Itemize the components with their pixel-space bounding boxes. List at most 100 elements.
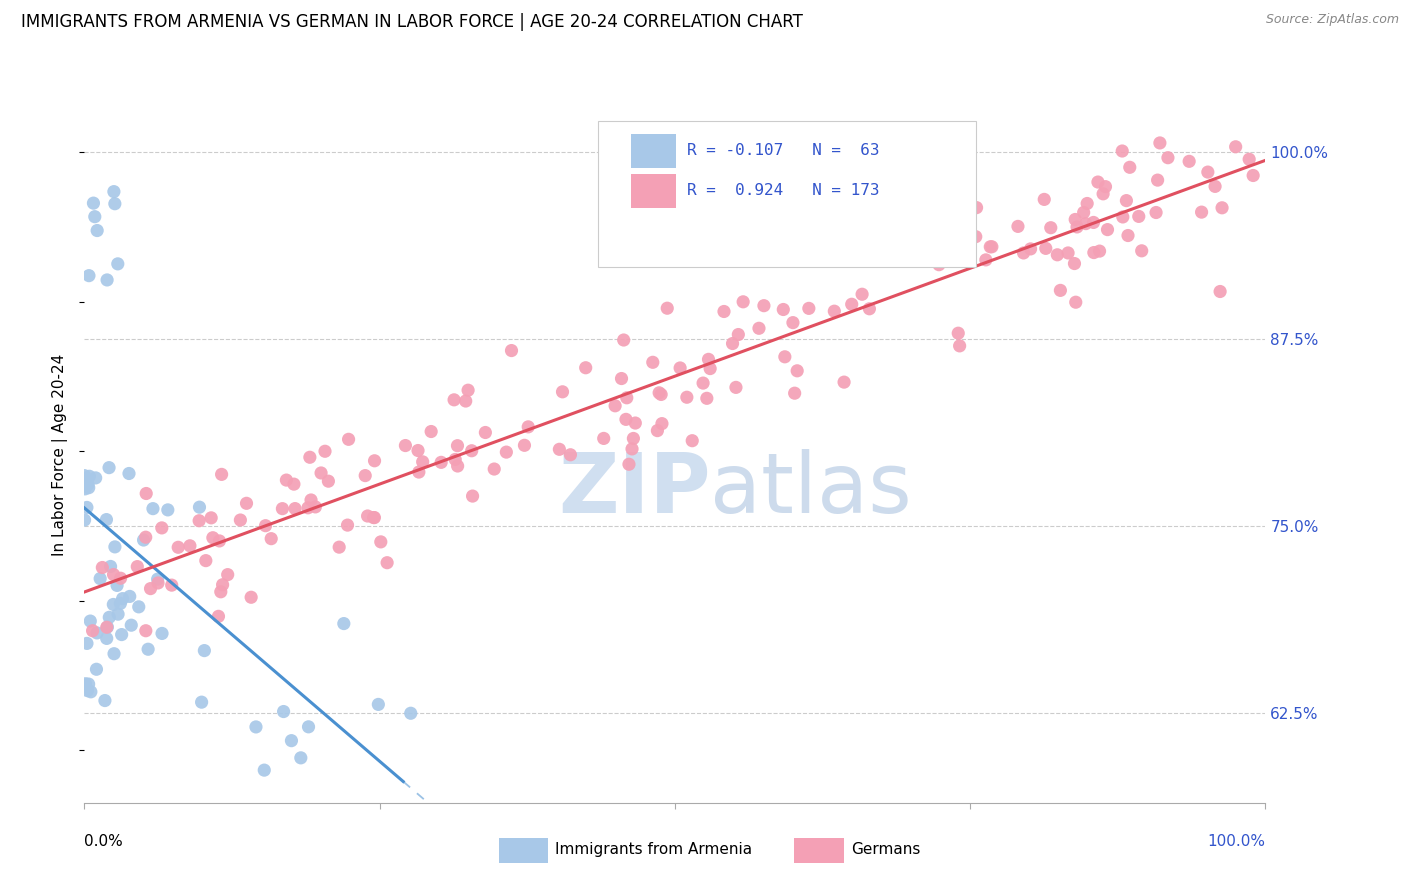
- Point: [79, 469, 101, 483]
- Point: [240, 591, 263, 605]
- Point: [841, 297, 863, 311]
- FancyBboxPatch shape: [598, 121, 976, 267]
- Point: [1019, 242, 1042, 256]
- Point: [84, 471, 107, 485]
- Point: [721, 336, 744, 351]
- Point: [443, 392, 465, 407]
- Point: [363, 454, 385, 468]
- Point: [517, 420, 540, 434]
- Point: [832, 375, 855, 389]
- Point: [1211, 201, 1233, 215]
- Point: [89, 572, 111, 586]
- Point: [200, 511, 222, 525]
- Point: [211, 467, 233, 482]
- Point: [621, 442, 644, 456]
- Point: [103, 185, 125, 199]
- Point: [748, 321, 770, 335]
- Point: [211, 578, 233, 592]
- Point: [979, 240, 1001, 254]
- Point: [797, 301, 820, 316]
- Point: [613, 333, 636, 347]
- Point: [647, 424, 669, 438]
- Point: [1146, 173, 1168, 187]
- Point: [156, 503, 179, 517]
- Text: 100.0%: 100.0%: [1208, 834, 1265, 849]
- Point: [283, 477, 305, 491]
- Point: [1066, 219, 1088, 234]
- Point: [370, 534, 392, 549]
- Point: [245, 720, 267, 734]
- Point: [73, 513, 96, 527]
- Point: [457, 383, 479, 397]
- Point: [454, 394, 477, 409]
- Point: [1119, 161, 1142, 175]
- Point: [110, 597, 132, 611]
- Point: [193, 643, 215, 657]
- Text: R = -0.107   N =  63: R = -0.107 N = 63: [686, 144, 879, 159]
- Point: [297, 500, 319, 515]
- Point: [460, 443, 482, 458]
- Point: [91, 560, 114, 574]
- Point: [299, 493, 322, 508]
- Point: [318, 474, 340, 488]
- Point: [406, 443, 429, 458]
- Point: [858, 301, 880, 316]
- Point: [966, 201, 988, 215]
- Point: [1073, 205, 1095, 219]
- Y-axis label: In Labor Force | Age 20-24: In Labor Force | Age 20-24: [52, 354, 69, 556]
- Point: [614, 412, 637, 426]
- Point: [94, 693, 117, 707]
- Point: [76, 636, 98, 650]
- Point: [135, 530, 157, 544]
- Point: [260, 532, 283, 546]
- Point: [103, 598, 125, 612]
- Point: [1083, 215, 1105, 229]
- Point: [367, 698, 389, 712]
- Point: [783, 386, 806, 401]
- Text: IMMIGRANTS FROM ARMENIA VS GERMAN IN LABOR FORCE | AGE 20-24 CORRELATION CHART: IMMIGRANTS FROM ARMENIA VS GERMAN IN LAB…: [21, 13, 803, 31]
- Point: [77, 677, 100, 691]
- Point: [616, 391, 638, 405]
- Point: [217, 567, 239, 582]
- Point: [949, 339, 972, 353]
- Point: [375, 556, 398, 570]
- Point: [727, 327, 749, 342]
- Point: [1007, 219, 1029, 234]
- Point: [75, 677, 97, 691]
- Point: [1064, 212, 1087, 227]
- Point: [96, 273, 118, 287]
- Point: [98, 460, 121, 475]
- Point: [328, 540, 350, 554]
- Point: [853, 229, 876, 244]
- Point: [96, 632, 118, 646]
- FancyBboxPatch shape: [631, 134, 676, 169]
- Point: [957, 250, 980, 264]
- Point: [1115, 194, 1137, 208]
- Point: [1241, 169, 1264, 183]
- Point: [444, 452, 467, 467]
- Point: [461, 489, 484, 503]
- Point: [1111, 144, 1133, 158]
- Point: [304, 500, 326, 514]
- Point: [1144, 205, 1167, 219]
- Point: [641, 355, 664, 369]
- Text: 0.0%: 0.0%: [84, 834, 124, 849]
- Point: [681, 434, 703, 448]
- Point: [276, 473, 298, 487]
- Text: R =  0.924   N = 173: R = 0.924 N = 173: [686, 183, 879, 198]
- Point: [752, 299, 775, 313]
- Point: [560, 448, 582, 462]
- Point: [118, 590, 141, 604]
- Point: [207, 609, 229, 624]
- Point: [1225, 140, 1247, 154]
- Point: [98, 610, 121, 624]
- Point: [77, 477, 100, 491]
- Point: [1046, 248, 1069, 262]
- Point: [797, 252, 820, 267]
- Point: [356, 508, 378, 523]
- Point: [142, 501, 165, 516]
- Point: [201, 531, 224, 545]
- Point: [333, 616, 356, 631]
- Point: [1191, 205, 1213, 219]
- Point: [111, 627, 134, 641]
